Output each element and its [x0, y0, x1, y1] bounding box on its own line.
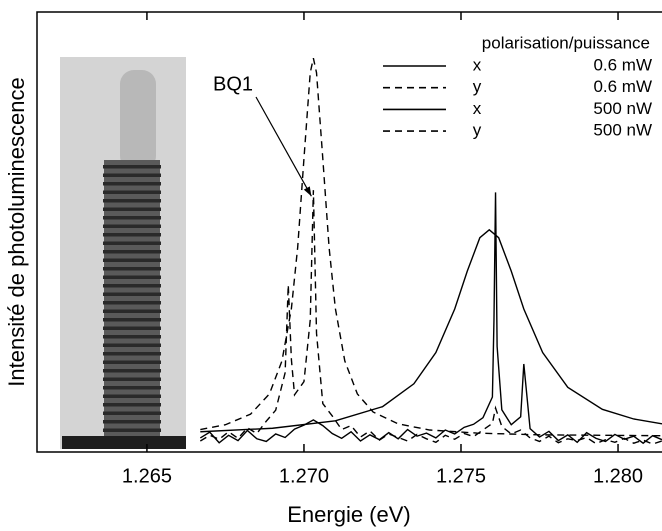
- pillar-layer: [103, 352, 161, 356]
- pillar-layer: [103, 335, 161, 339]
- pillar-layer: [103, 394, 161, 398]
- pillar-layer: [103, 403, 161, 407]
- pillar-layer: [103, 284, 161, 288]
- legend-polarisation: x: [473, 55, 482, 74]
- pillar-layer: [103, 301, 161, 305]
- pillar-layer: [103, 258, 161, 262]
- legend-polarisation: y: [473, 77, 482, 96]
- inset-image: [60, 57, 186, 449]
- legend-power: 0.6 mW: [593, 77, 652, 96]
- x-tick-label: 1.265: [122, 465, 172, 487]
- x-axis-label: Energie (eV): [287, 502, 411, 527]
- series-line: [199, 190, 662, 445]
- pillar-layer: [103, 326, 161, 330]
- series-line: [200, 228, 662, 433]
- legend-power: 500 nW: [593, 99, 652, 118]
- pillar-layer: [103, 318, 161, 322]
- legend-power: 0.6 mW: [593, 55, 652, 74]
- y-axis-label: Intensité de photoluminescence: [4, 77, 29, 386]
- legend-polarisation: y: [473, 121, 482, 140]
- pillar-layer: [103, 420, 161, 424]
- pillar-layer: [103, 292, 161, 296]
- pillar-base: [62, 436, 186, 449]
- legend-power: 500 nW: [593, 121, 652, 140]
- pillar-layer: [103, 182, 161, 186]
- plot-frame: [36, 11, 662, 453]
- pillar-body: [104, 160, 160, 437]
- pillar-layer: [103, 343, 161, 347]
- pillar-layer: [103, 173, 161, 177]
- pillar-layer: [103, 309, 161, 313]
- pillar-layer: [103, 207, 161, 211]
- annotation: BQ1: [213, 73, 253, 95]
- pillar-layer: [103, 165, 161, 169]
- pillar-layer: [103, 360, 161, 364]
- pillar-layer: [103, 267, 161, 271]
- x-tick-label: 1.270: [279, 465, 329, 487]
- annotation-arrowhead: [303, 186, 312, 197]
- legend-polarisation: x: [473, 99, 482, 118]
- pillar-layer: [103, 369, 161, 373]
- pillar-layer: [103, 233, 161, 237]
- pillar-layer: [103, 241, 161, 245]
- pillar-layer: [103, 386, 161, 390]
- pillar-layer: [103, 199, 161, 203]
- pillar-layer: [103, 411, 161, 415]
- x-tick-label: 1.275: [436, 465, 486, 487]
- x-tick-label: 1.280: [593, 465, 643, 487]
- legend-title: polarisation/puissance: [482, 33, 650, 52]
- pillar-layer: [103, 275, 161, 279]
- pillar-layer: [103, 190, 161, 194]
- pillar-layer: [103, 250, 161, 254]
- pillar-layer: [103, 377, 161, 381]
- pillar-layer: [103, 428, 161, 432]
- pillar-top: [120, 70, 156, 170]
- series-line: [199, 192, 662, 445]
- pillar-layer: [103, 216, 161, 220]
- series-line: [200, 58, 662, 437]
- pillar-layer: [103, 224, 161, 228]
- annotation-arrow: [255, 96, 312, 197]
